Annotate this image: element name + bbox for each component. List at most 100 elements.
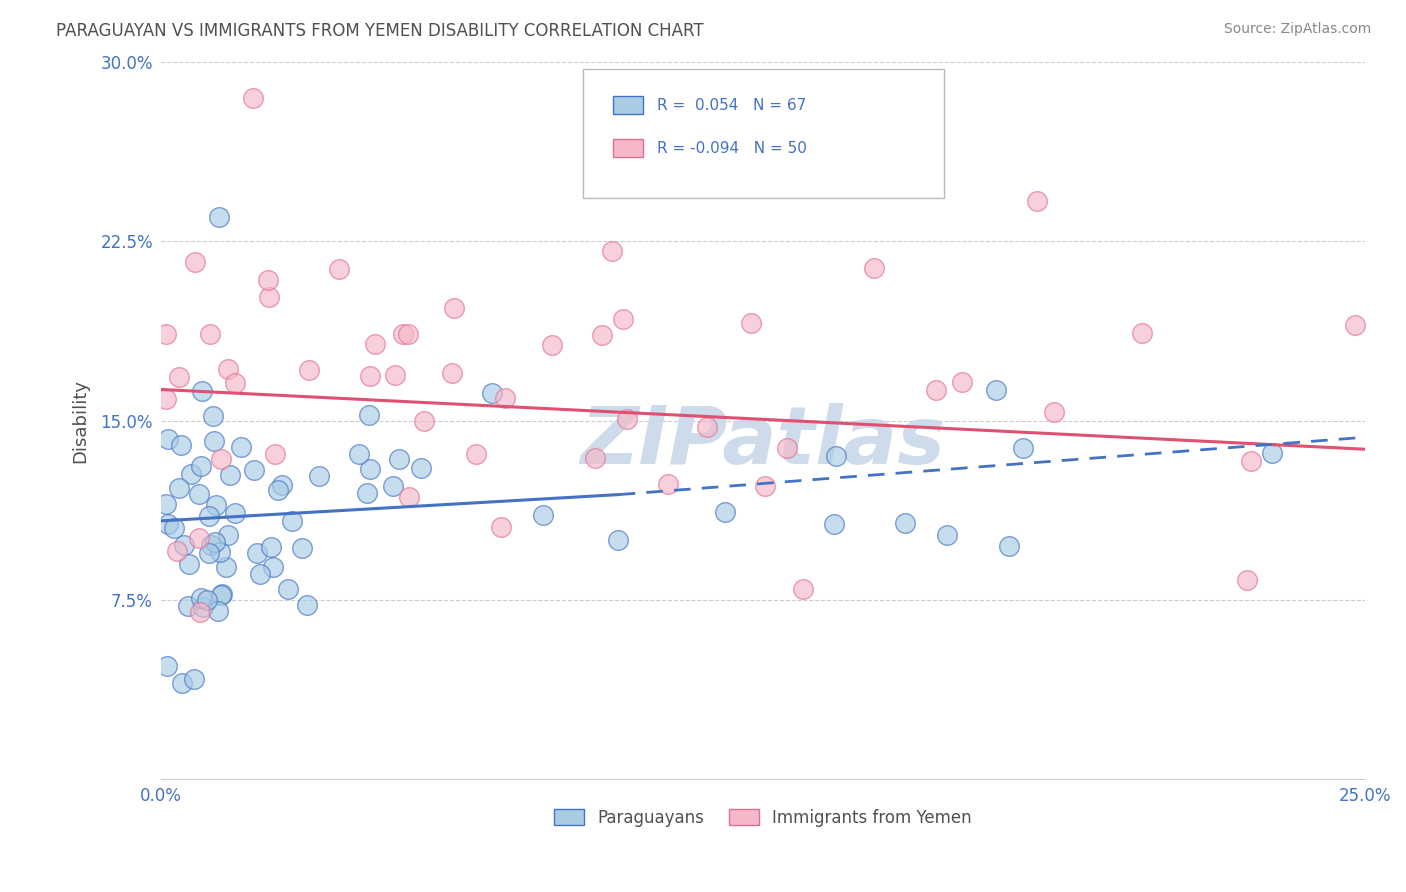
Point: [204, 534, 226, 549]
Point: [156, 516, 179, 531]
Point: [382, 479, 405, 493]
Point: [1236, 573, 1258, 587]
Point: [167, 370, 190, 384]
Point: [209, 588, 232, 602]
Point: [200, 538, 222, 552]
Point: [198, 546, 221, 560]
Point: [356, 485, 378, 500]
Point: [242, 91, 264, 105]
Point: [1011, 441, 1033, 455]
Point: [862, 260, 884, 275]
Point: [224, 506, 246, 520]
Point: [1043, 404, 1066, 418]
Text: ZIPatlas: ZIPatlas: [581, 403, 945, 481]
Point: [411, 461, 433, 475]
Point: [256, 273, 278, 287]
Point: [166, 544, 188, 558]
Point: [202, 434, 225, 449]
Point: [155, 392, 177, 406]
Point: [198, 327, 221, 342]
Point: [263, 447, 285, 461]
Text: R =  0.054   N = 67: R = 0.054 N = 67: [657, 97, 807, 112]
Point: [950, 376, 973, 390]
Point: [249, 566, 271, 581]
Point: [202, 409, 225, 423]
Point: [205, 498, 228, 512]
Point: [170, 438, 193, 452]
Point: [190, 384, 212, 398]
Point: [198, 509, 221, 524]
Y-axis label: Disability: Disability: [72, 378, 89, 463]
Point: [173, 538, 195, 552]
Point: [328, 261, 350, 276]
Point: [243, 463, 266, 477]
Point: [464, 447, 486, 461]
Point: [384, 368, 406, 383]
Point: [155, 327, 177, 342]
Point: [364, 337, 387, 351]
Point: [217, 361, 239, 376]
Legend: Paraguayans, Immigrants from Yemen: Paraguayans, Immigrants from Yemen: [546, 800, 980, 835]
Point: [219, 468, 242, 483]
Point: [998, 539, 1021, 553]
Point: [481, 386, 503, 401]
Point: [494, 391, 516, 405]
Point: [262, 559, 284, 574]
Point: [936, 528, 959, 542]
Point: [398, 490, 420, 504]
Point: [180, 467, 202, 482]
Point: [591, 328, 613, 343]
Point: [257, 290, 280, 304]
Point: [197, 593, 219, 607]
Point: [412, 414, 434, 428]
Point: [359, 462, 381, 476]
Point: [607, 533, 630, 548]
Bar: [613, 139, 643, 157]
Point: [612, 312, 634, 326]
Point: [540, 338, 562, 352]
Point: [443, 301, 465, 316]
Point: [217, 528, 239, 542]
Point: [1026, 194, 1049, 208]
Point: [792, 582, 814, 596]
Point: [823, 517, 845, 532]
Point: [1240, 454, 1263, 468]
Text: R = -0.094   N = 50: R = -0.094 N = 50: [657, 141, 807, 155]
Point: [298, 363, 321, 377]
Point: [388, 452, 411, 467]
Point: [260, 540, 283, 554]
Point: [155, 497, 177, 511]
Point: [740, 317, 762, 331]
Text: Source: ZipAtlas.com: Source: ZipAtlas.com: [1223, 22, 1371, 37]
Point: [441, 366, 464, 380]
Point: [179, 558, 201, 572]
Point: [214, 560, 236, 574]
Point: [277, 582, 299, 596]
Point: [600, 244, 623, 258]
Point: [209, 452, 232, 467]
Point: [190, 591, 212, 605]
Point: [183, 255, 205, 269]
Point: [291, 541, 314, 556]
Point: [229, 441, 252, 455]
Point: [163, 521, 186, 535]
Point: [270, 477, 292, 491]
Point: [188, 531, 211, 545]
Point: [531, 508, 554, 522]
Point: [156, 658, 179, 673]
Point: [211, 586, 233, 600]
Point: [583, 450, 606, 465]
Point: [208, 211, 231, 225]
Point: [1260, 446, 1282, 460]
Point: [392, 326, 415, 341]
Point: [224, 376, 246, 391]
Point: [695, 419, 717, 434]
Point: [281, 514, 304, 528]
Point: [190, 458, 212, 473]
Point: [984, 384, 1007, 398]
Point: [246, 546, 269, 560]
Point: [183, 673, 205, 687]
Point: [754, 479, 776, 493]
Point: [177, 599, 200, 614]
Point: [657, 476, 679, 491]
